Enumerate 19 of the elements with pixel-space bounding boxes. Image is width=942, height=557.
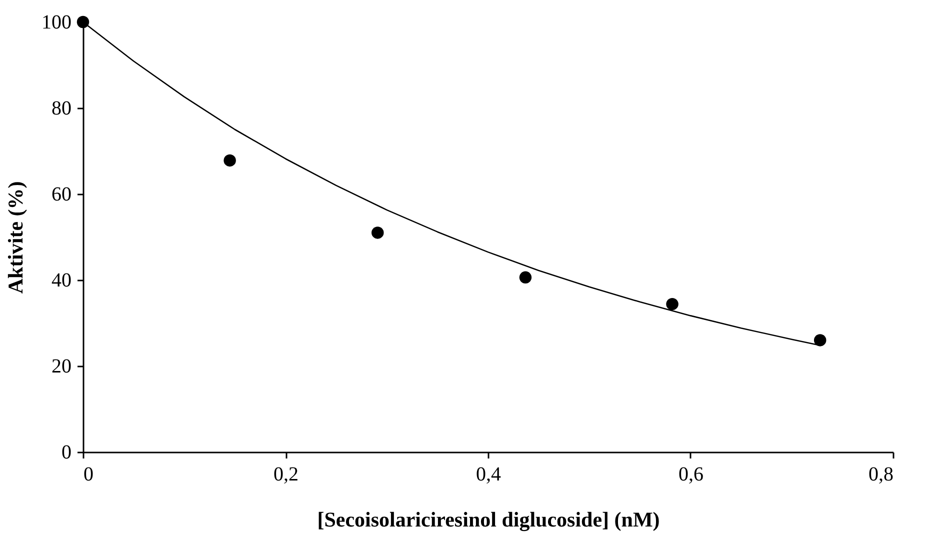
point <box>76 16 90 28</box>
y-axis-title: Aktivite (%) <box>4 181 28 294</box>
x-axis-title: [Secoisolariciresinol diglucoside] (nM) <box>317 508 660 532</box>
y-tick-label: 60 <box>52 184 72 206</box>
x-tick-label: 0,4 <box>476 464 501 486</box>
x-tick-label: 0,2 <box>274 464 298 486</box>
y-tick-label: 100 <box>42 12 72 34</box>
y-tick-label: 20 <box>52 356 72 378</box>
point <box>519 271 532 284</box>
y-tick-label: 80 <box>52 98 72 120</box>
x-tick-label: 0 <box>84 464 94 486</box>
y-tick-label: 0 <box>62 442 72 464</box>
point <box>372 226 384 239</box>
point <box>666 298 678 310</box>
y-tick-label: 40 <box>52 270 72 292</box>
x-tick-label: 0,8 <box>868 464 894 486</box>
x-tick-label: 0,6 <box>678 464 704 486</box>
point <box>224 154 236 167</box>
point <box>814 334 826 346</box>
